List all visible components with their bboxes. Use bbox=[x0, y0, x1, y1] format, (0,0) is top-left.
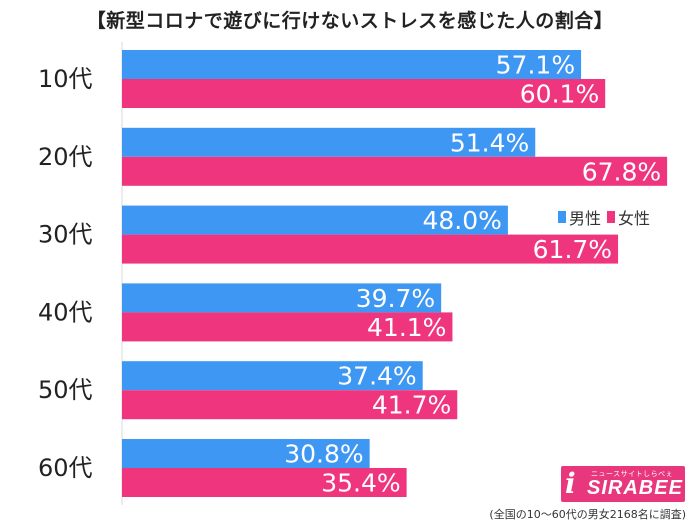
bar-female-10s bbox=[122, 79, 606, 108]
value-label-female-10s: 60.1% bbox=[520, 80, 599, 109]
bar-female-40s bbox=[122, 312, 453, 342]
bar-male-40s bbox=[122, 283, 442, 313]
category-label-30s: 30代 bbox=[38, 221, 93, 249]
value-label-female-60s: 35.4% bbox=[321, 469, 400, 498]
legend: 男性 女性 bbox=[558, 205, 656, 229]
bar-female-20s bbox=[122, 156, 668, 186]
value-label-male-20s: 51.4% bbox=[450, 128, 529, 157]
category-label-20s: 20代 bbox=[38, 143, 93, 171]
value-label-male-50s: 37.4% bbox=[337, 362, 416, 391]
value-label-male-40s: 39.7% bbox=[356, 284, 435, 313]
bar-female-60s bbox=[122, 468, 407, 497]
bar-male-30s bbox=[122, 205, 508, 235]
legend-swatch-female bbox=[607, 211, 616, 223]
value-label-female-20s: 67.8% bbox=[582, 157, 661, 186]
category-label-50s: 50代 bbox=[38, 376, 93, 404]
legend-item-male: 男性 bbox=[558, 205, 601, 229]
value-label-male-30s: 48.0% bbox=[422, 206, 501, 235]
legend-label-male: 男性 bbox=[569, 209, 602, 228]
logo-name: SIRABEE bbox=[587, 477, 683, 499]
value-label-female-40s: 41.1% bbox=[367, 313, 446, 342]
survey-footnote: (全国の10〜60代の男女2168名に調査) bbox=[489, 508, 686, 521]
value-label-male-10s: 57.1% bbox=[496, 51, 575, 80]
logo-subtitle: ニュースサイトしらべぇ bbox=[591, 470, 674, 478]
bar-male-20s bbox=[122, 127, 536, 157]
bar-male-60s bbox=[122, 439, 370, 468]
page-title: 【新型コロナで遊びに行けないストレスを感じた人の割合】 bbox=[86, 10, 614, 32]
bar-male-10s bbox=[122, 50, 582, 79]
value-label-male-60s: 30.8% bbox=[284, 440, 363, 469]
sirabee-logo: i ニュースサイトしらべぇ SIRABEE bbox=[561, 466, 685, 502]
logo-mark-icon: i bbox=[565, 467, 576, 500]
bar-female-30s bbox=[122, 234, 619, 264]
category-label-60s: 60代 bbox=[38, 454, 93, 482]
category-label-40s: 40代 bbox=[38, 298, 93, 326]
legend-label-female: 女性 bbox=[618, 209, 651, 228]
bar-male-50s bbox=[122, 361, 423, 391]
legend-swatch-male bbox=[558, 211, 566, 223]
legend-item-female: 女性 bbox=[607, 205, 650, 229]
category-label-10s: 10代 bbox=[38, 65, 93, 93]
value-label-female-30s: 61.7% bbox=[533, 235, 612, 264]
value-label-female-50s: 41.7% bbox=[372, 391, 451, 420]
bar-female-50s bbox=[122, 390, 458, 420]
